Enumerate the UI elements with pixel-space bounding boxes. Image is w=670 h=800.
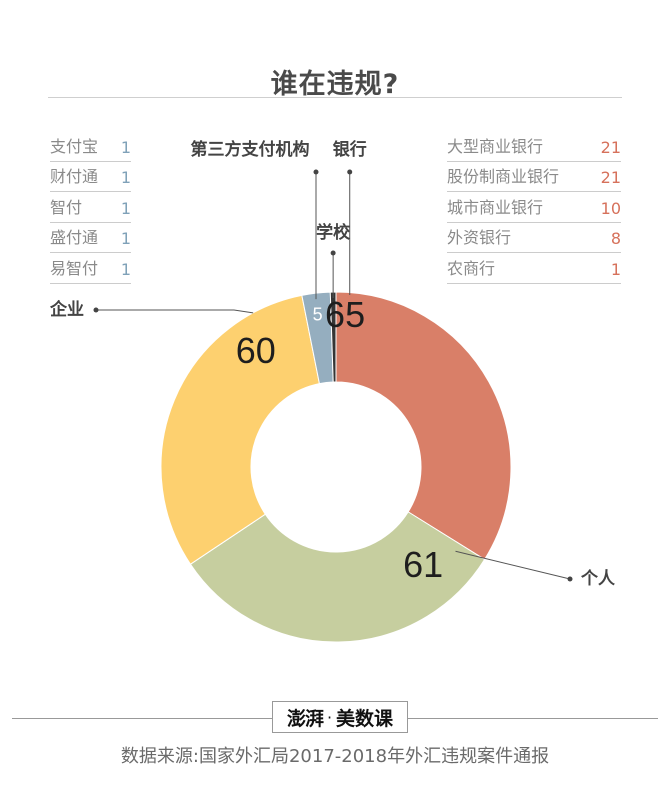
logo-text: 美数课 [336,707,394,730]
bank-row-row: 股份制商业银行 21 [447,162,621,192]
third-party-payment-breakdown: 支付宝 1 财付通 1 智付 1 盛付通 1 易智付 1 [50,131,131,284]
slice-value-label: 65 [325,294,365,335]
third-party-row-name: 支付宝 [50,136,99,156]
third-party-row-row: 易智付 1 [50,253,131,284]
data-source: 数据来源:国家外汇局2017-2018年外汇违规案件通报 [120,746,550,767]
bank-row-value: 21 [600,168,621,187]
footer-divider-right [408,718,658,719]
third-party-row-value: 1 [120,198,131,218]
third-party-row-name: 财付通 [50,167,99,186]
donut-slice [335,291,512,561]
bank-row-row: 大型商业银行 21 [447,131,621,162]
callout-leader-line [455,550,571,580]
third-party-row-value: 1 [120,259,131,279]
slice-name-label: 银行 [333,139,367,160]
bank-row-value: 21 [600,137,621,157]
brand-logo: 澎湃 · 美数课 [272,701,408,733]
bank-row-row: 农商行 1 [447,253,621,284]
callout-dot [313,169,319,175]
bank-row-row: 外资银行 8 [447,223,621,253]
bank-row-name: 农商行 [447,258,496,278]
callout-dot [93,307,99,313]
callout-leader-line [96,309,254,314]
footer-divider-left [12,718,272,719]
third-party-row-row: 智付 1 [50,192,131,223]
callout-dot [567,576,573,582]
third-party-row-name: 智付 [50,197,83,217]
title-divider [48,97,622,98]
slice-name-label: 第三方支付机构 [191,139,310,160]
third-party-row-row: 财付通 1 [50,162,131,192]
bank-row-value: 1 [610,259,621,279]
third-party-row-value: 1 [120,229,131,248]
third-party-row-value: 1 [120,168,131,187]
bank-row-name: 股份制商业银行 [447,167,560,186]
slice-value-label: 60 [236,330,276,371]
third-party-row-name: 易智付 [50,258,99,278]
third-party-row-name: 盛付通 [50,228,99,247]
bank-row-value: 10 [600,198,621,218]
bank-row-name: 外资银行 [447,228,512,247]
bank-row-row: 城市商业银行 10 [447,192,621,223]
chart-title: 谁在违规? [270,69,400,100]
slice-name-label: 企业 [49,299,84,320]
slice-name-label: 学校 [316,222,351,243]
bank-row-name: 城市商业银行 [447,197,544,217]
donut-slice [160,294,321,565]
donut-slice [189,511,486,643]
third-party-row-row: 盛付通 1 [50,223,131,253]
bank-row-name: 大型商业银行 [447,136,544,156]
slice-name-label: 个人 [580,568,616,589]
bank-breakdown: 大型商业银行 21 股份制商业银行 21 城市商业银行 10 外资银行 8 农商行 1 [447,131,621,284]
third-party-row-row: 支付宝 1 [50,131,131,162]
logo-seal: 澎湃 [286,707,324,730]
slice-value-label: 61 [403,544,443,585]
callout-dot [347,169,353,175]
bank-row-value: 8 [610,229,621,248]
callout-dot [330,250,336,256]
donut-slice [329,291,337,383]
slice-value-label: 5 [313,305,323,325]
logo-separator: · [326,707,333,727]
third-party-row-value: 1 [120,137,131,157]
